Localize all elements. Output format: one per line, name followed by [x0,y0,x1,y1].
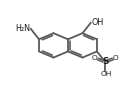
Text: OH: OH [100,71,112,77]
Text: S: S [102,58,109,67]
Text: OH: OH [92,18,104,27]
Text: H₂N: H₂N [15,24,30,33]
Text: O: O [92,55,98,61]
Text: O: O [113,55,119,61]
